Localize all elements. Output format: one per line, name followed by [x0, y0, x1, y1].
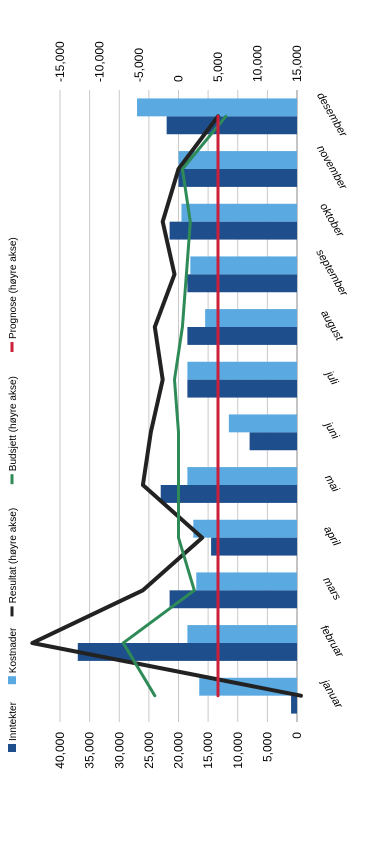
left-tick-label: 5,000 — [260, 732, 274, 762]
bar-kostnader-mai — [187, 467, 297, 485]
category-label-september: september — [313, 247, 350, 299]
right-tick-label: -15,000 — [53, 41, 67, 82]
category-labels: januar februar mars april mai juni juli august s… — [313, 91, 350, 712]
left-tick-label: 35,000 — [83, 732, 97, 769]
legend-label: Kostnader — [8, 627, 19, 673]
category-label-august: august — [318, 308, 345, 343]
bar-inntekter-juli — [187, 379, 297, 398]
line-resultat — [30, 114, 303, 698]
legend-label: Inntekter — [8, 701, 19, 741]
category-label-juli: juli — [322, 368, 340, 388]
series-lines — [30, 114, 303, 698]
bar-inntekter-mai — [160, 485, 297, 503]
legend-swatch — [8, 744, 16, 752]
bar-inntekter-august — [187, 327, 297, 345]
bar-kostnader-desember — [137, 98, 297, 117]
category-label-november: november — [314, 143, 350, 193]
legend-label: Resultat (høyre akse) — [8, 508, 19, 604]
bar-kostnader-september — [190, 256, 297, 275]
category-label-januar: januar — [318, 676, 345, 711]
bar-kostnader-juni — [228, 414, 297, 433]
category-label-februar: februar — [318, 623, 346, 660]
category-label-desember: desember — [314, 91, 350, 141]
category-label-juni: juni — [321, 419, 341, 442]
left-tick-label: 15,000 — [201, 732, 215, 769]
bar-kostnader-mars — [196, 572, 297, 591]
bar-kostnader-juli — [187, 361, 297, 380]
bar-inntekter-november — [178, 169, 297, 187]
bar-inntekter-mars — [169, 590, 297, 609]
right-tick-label: -10,000 — [93, 41, 107, 82]
legend-swatch — [8, 676, 16, 685]
bar-kostnader-februar — [187, 625, 297, 643]
right-tick-label: 0 — [172, 75, 186, 82]
right-tick-label: 5,000 — [211, 52, 225, 82]
gridlines — [59, 90, 298, 722]
line-budsjett — [121, 114, 228, 698]
bar-kostnader-oktober — [181, 203, 297, 222]
legend: Inntekter Kostnader Resultat (høyre akse) B… — [8, 237, 19, 752]
left-tick-label: 20,000 — [172, 732, 186, 769]
bar-kostnader-april — [193, 519, 297, 538]
legend-label: Budsjett (høyre akse) — [8, 376, 19, 471]
left-axis-ticks: 0 5,000 10,000 15,000 20,000 25,000 30,000 35,0… — [53, 732, 304, 769]
right-axis-ticks: 15,000 10,000 5,000 0 -5,000 -10,000 -15,000 — [53, 41, 304, 82]
right-tick-label: -5,000 — [132, 48, 146, 82]
category-label-oktober: oktober — [317, 201, 346, 240]
legend-label: Prognose (høyre akse) — [8, 237, 19, 339]
category-label-mars: mars — [320, 575, 343, 603]
bar-inntekter-juni — [249, 432, 297, 451]
bar-kostnader-august — [205, 309, 297, 327]
bar-kostnader-november — [178, 151, 297, 169]
left-tick-label: 10,000 — [231, 732, 245, 769]
left-tick-label: 30,000 — [112, 732, 126, 769]
right-tick-label: 15,000 — [290, 45, 304, 82]
bar-inntekter-september — [187, 274, 297, 293]
legend-items: Inntekter Kostnader Resultat (høyre akse) B… — [8, 237, 19, 752]
bar-inntekter-januar — [291, 695, 297, 714]
left-tick-label: 25,000 — [142, 732, 156, 769]
right-tick-label: 10,000 — [251, 45, 265, 82]
bar-inntekter-april — [211, 537, 297, 556]
bars — [77, 98, 298, 714]
category-label-mai: mai — [322, 473, 342, 495]
left-tick-label: 0 — [290, 732, 304, 739]
bar-inntekter-oktober — [169, 221, 297, 240]
left-tick-label: 40,000 — [53, 732, 67, 769]
category-label-april: april — [321, 524, 342, 548]
bar-inntekter-desember — [166, 116, 297, 135]
